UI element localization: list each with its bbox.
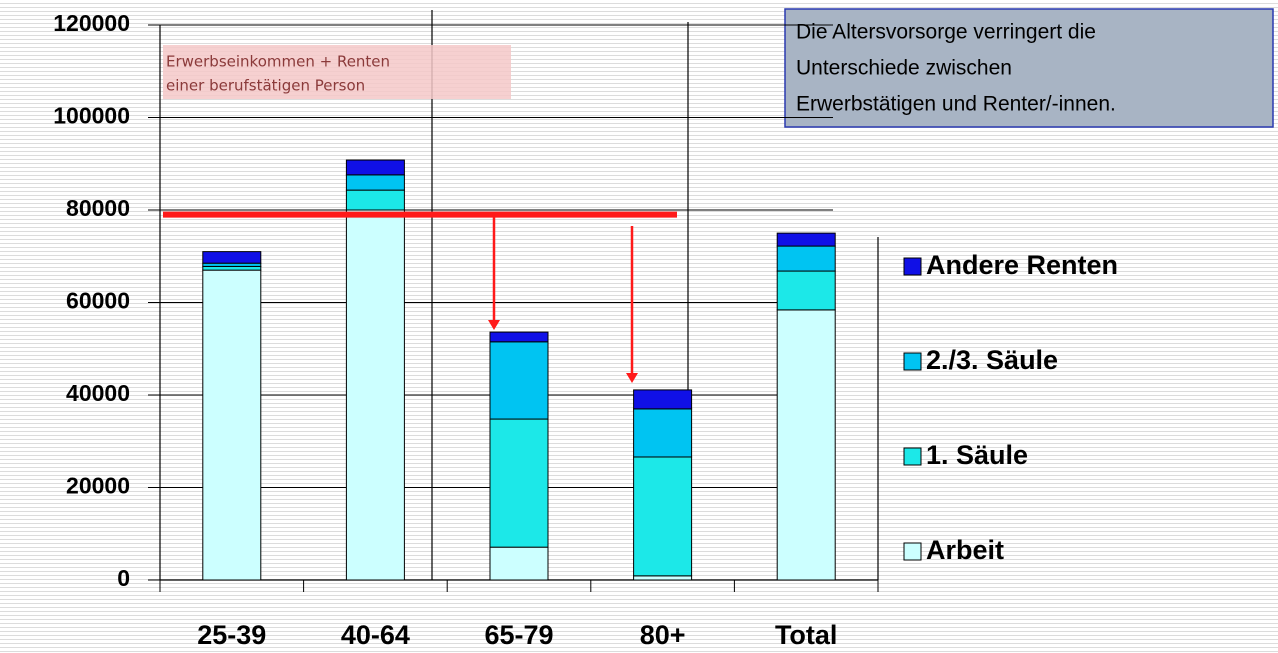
bar-segment — [202, 251, 262, 264]
bar-segment — [776, 245, 836, 272]
bar-segment — [202, 269, 262, 581]
y-tick-label: 40000 — [66, 380, 130, 406]
bar-segment — [202, 265, 262, 271]
note-text: Erwerbstätigen und Renter/-innen. — [796, 93, 1116, 116]
bar-segment — [633, 389, 693, 410]
bar-segment — [633, 408, 693, 458]
legend-label: 1. Säule — [926, 440, 1028, 470]
x-tick-label: Total — [775, 620, 838, 650]
y-tick-label: 80000 — [66, 195, 130, 221]
bar-segment — [489, 331, 549, 343]
note-box — [163, 45, 511, 99]
y-tick-label: 0 — [117, 565, 130, 591]
y-tick-label: 20000 — [66, 473, 130, 499]
note-box — [784, 8, 1274, 128]
bar-segment — [633, 456, 693, 577]
legend-swatch — [903, 257, 922, 276]
note-text: einer berufstätigen Person — [166, 77, 365, 95]
note-text: Unterschiede zwischen — [796, 57, 1012, 80]
x-tick-label: 65-79 — [484, 620, 553, 650]
bar-segment — [633, 575, 693, 581]
legend-swatch — [903, 542, 922, 561]
y-tick-label: 60000 — [66, 288, 130, 314]
y-tick-label: 100000 — [53, 103, 130, 129]
bar-segment — [776, 309, 836, 581]
bar-segment — [345, 189, 405, 211]
legend-label: Arbeit — [926, 535, 1004, 565]
bar-segment — [489, 418, 549, 548]
note-text: Die Altersvorsorge verringert die — [796, 21, 1096, 44]
x-tick-label: 25-39 — [197, 620, 266, 650]
legend-label: 2./3. Säule — [926, 345, 1058, 375]
bar-segment — [345, 174, 405, 191]
bar-segment — [345, 159, 405, 176]
bar-segment — [489, 341, 549, 420]
bar-segment — [345, 209, 405, 581]
y-tick-label: 120000 — [53, 10, 130, 36]
arrow-head — [626, 373, 638, 383]
bar-segment — [776, 270, 836, 311]
legend-label: Andere Renten — [926, 250, 1118, 280]
x-tick-label: 40-64 — [341, 620, 410, 650]
x-tick-label: 80+ — [640, 620, 686, 650]
bar-segment — [489, 546, 549, 581]
bar-segment — [776, 232, 836, 247]
legend-swatch — [903, 352, 922, 371]
note-text: Erwerbseinkommen + Renten — [166, 53, 390, 71]
legend-swatch — [903, 447, 922, 466]
arrow-head — [488, 320, 500, 330]
